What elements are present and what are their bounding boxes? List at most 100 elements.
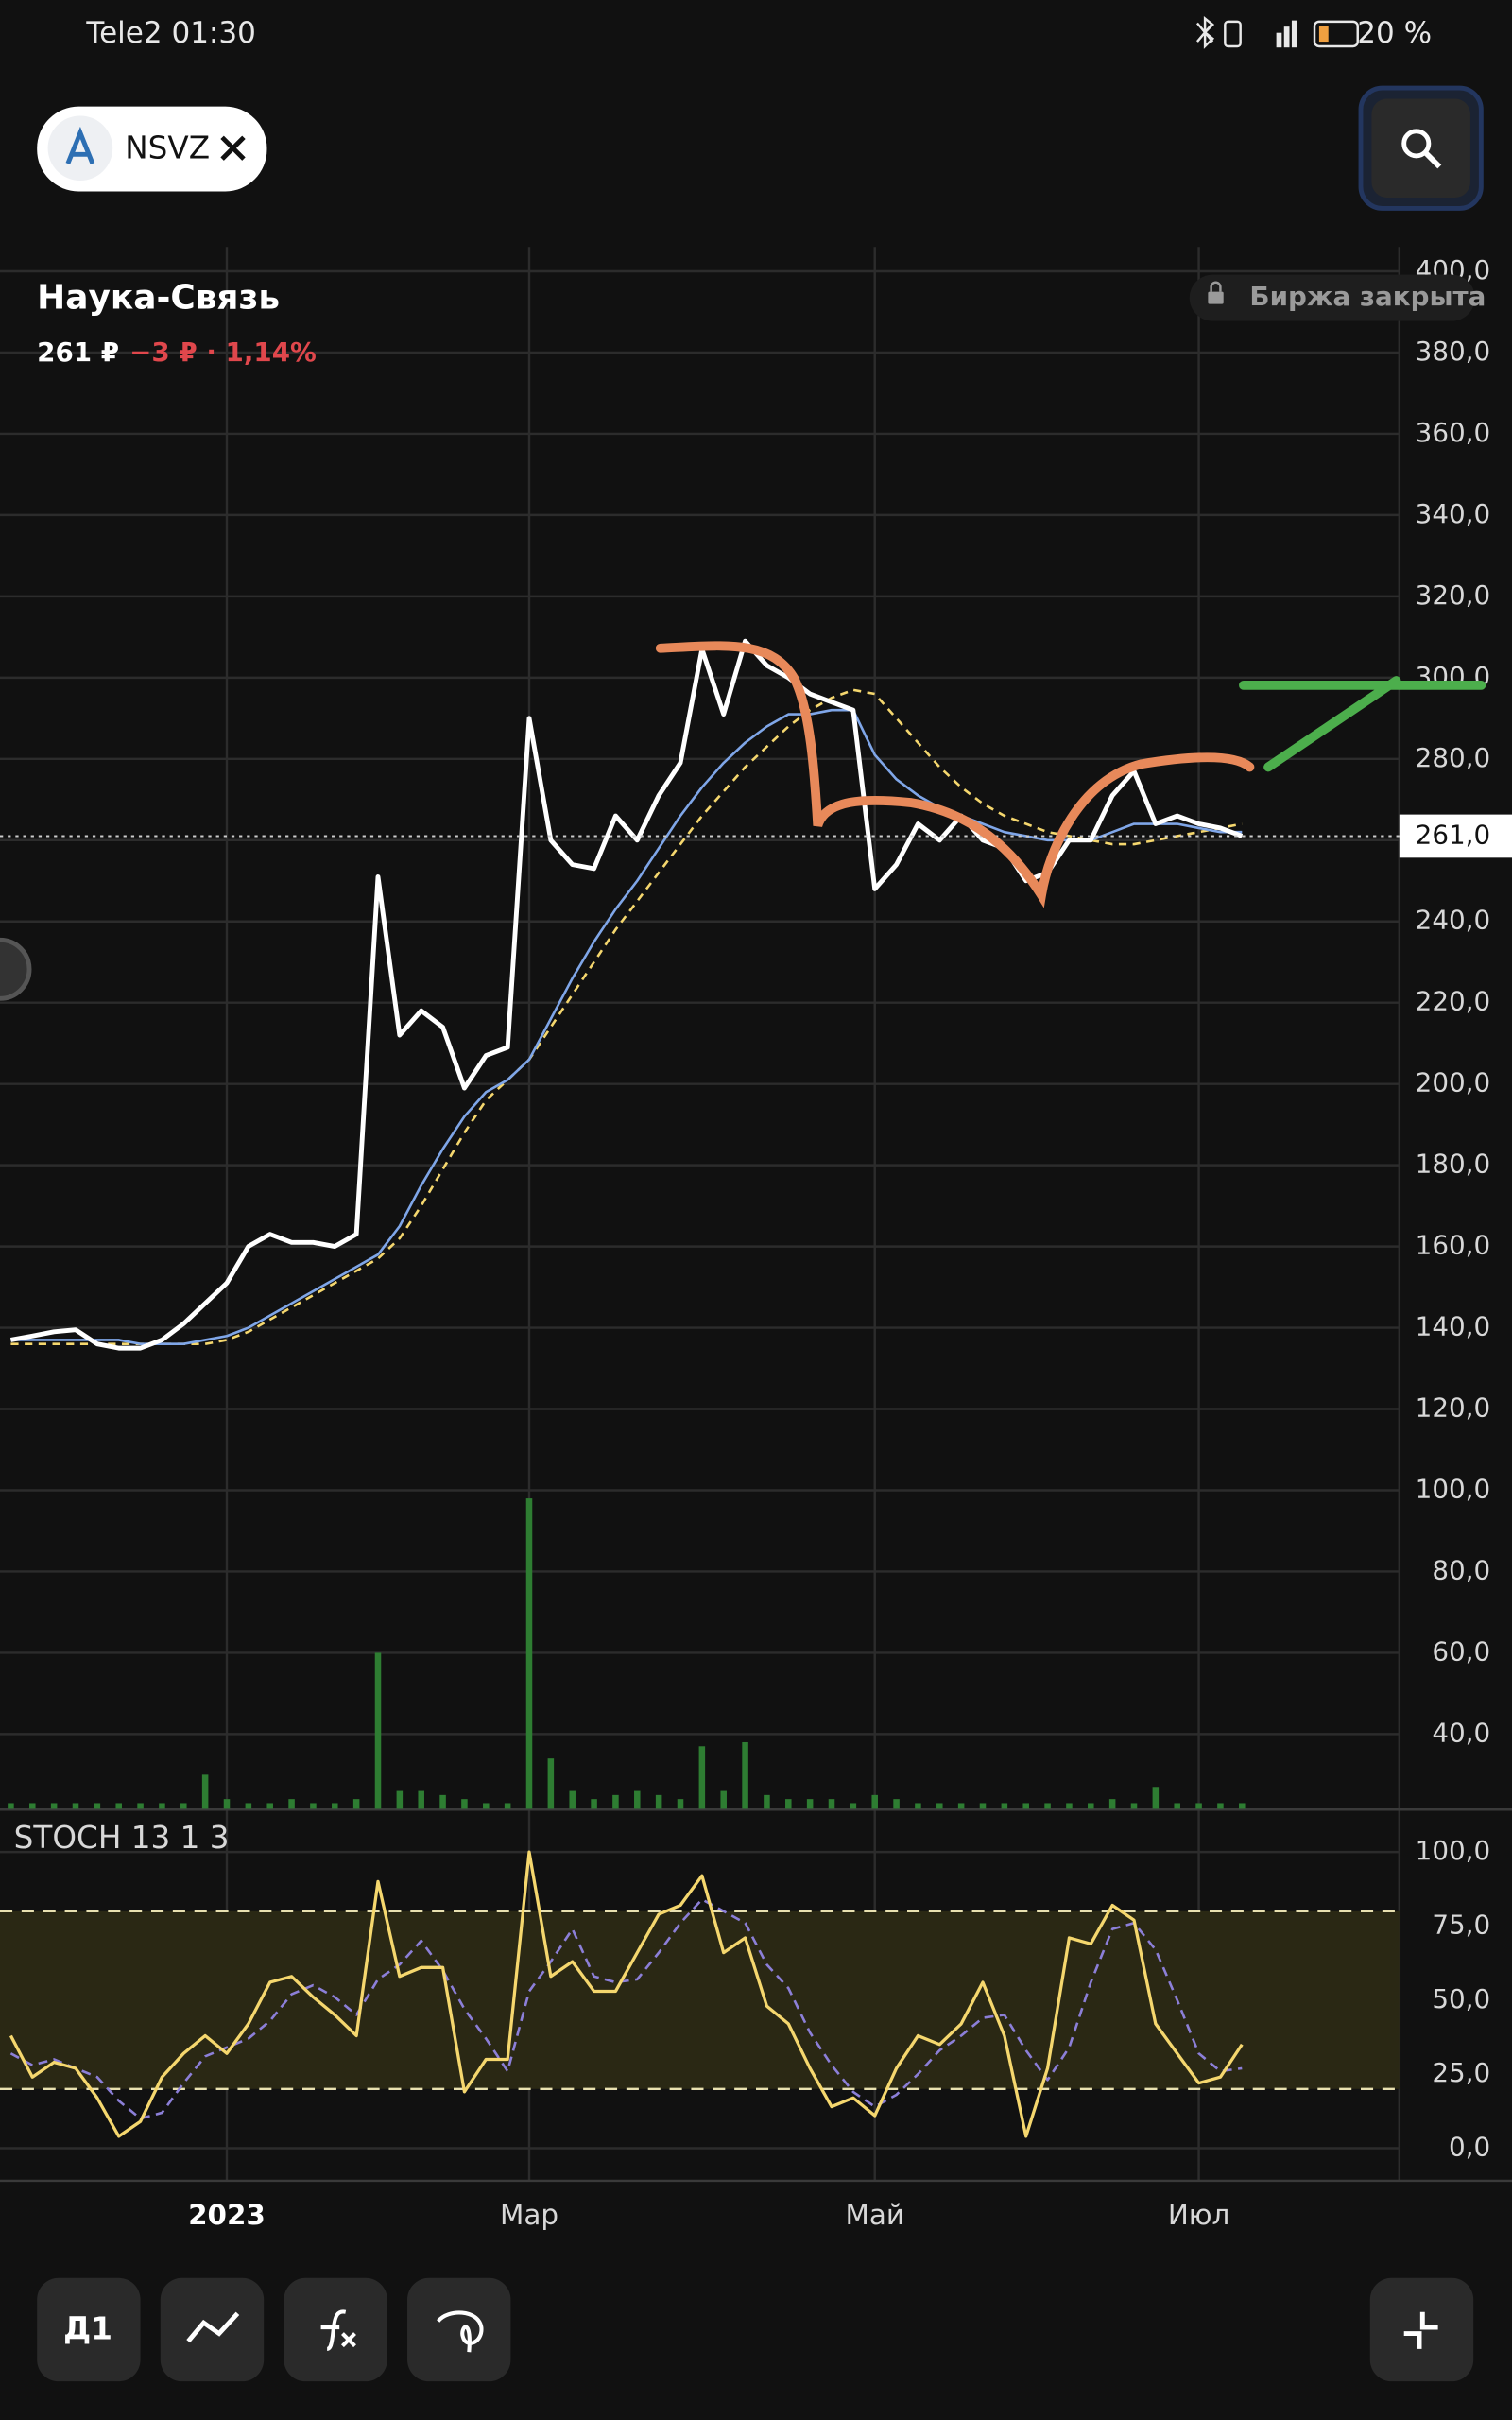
- volume-bar: [201, 1774, 209, 1809]
- volume-bar: [1239, 1803, 1246, 1809]
- volume-bar: [569, 1790, 576, 1809]
- volume-bar: [72, 1803, 79, 1809]
- volume-bar: [871, 1794, 878, 1809]
- chip-logo: [47, 115, 113, 182]
- volume-bar: [1174, 1803, 1180, 1809]
- drawing-button[interactable]: [407, 2277, 511, 2382]
- volume-bar: [352, 1799, 360, 1809]
- volume-bar: [1217, 1803, 1224, 1809]
- y-tick-label: 80,0: [1432, 1554, 1490, 1585]
- indicators-button[interactable]: [284, 2277, 387, 2382]
- instrument-price: 261 ₽: [37, 337, 119, 368]
- volume-bar: [8, 1803, 14, 1809]
- y-tick-label: 200,0: [1416, 1067, 1490, 1098]
- series-line: [10, 708, 1243, 1346]
- series-line: [9, 1898, 1243, 2120]
- volume-bar: [418, 1790, 424, 1809]
- lock-icon-shackle: [1210, 281, 1222, 292]
- chip-close[interactable]: [220, 135, 246, 161]
- volume-bar: [137, 1803, 144, 1809]
- volume-bar: [634, 1790, 641, 1809]
- status-carrier-time: Tele2 01:30: [85, 16, 255, 50]
- volume-bar: [698, 1746, 706, 1809]
- series-line: [9, 1850, 1244, 2138]
- volume-bar: [266, 1803, 273, 1809]
- volume-bar: [288, 1799, 295, 1809]
- side-handle[interactable]: [0, 937, 32, 1001]
- y-tick-label: 100,0: [1416, 1835, 1490, 1866]
- search-icon-handle: [1423, 150, 1442, 169]
- y-tick-label: 140,0: [1416, 1311, 1490, 1342]
- volume-bar: [223, 1799, 231, 1809]
- y-tick-label: 120,0: [1416, 1392, 1490, 1424]
- volume-bar: [677, 1799, 684, 1809]
- volume-bar: [893, 1799, 900, 1809]
- exchange-status: Биржа закрыта: [1249, 281, 1486, 312]
- search-button-inner[interactable]: [1371, 98, 1470, 198]
- y-tick-label: 320,0: [1416, 579, 1490, 611]
- volume-bar: [850, 1803, 857, 1809]
- volume-bar: [1066, 1803, 1073, 1809]
- volume-bar: [1195, 1803, 1202, 1809]
- volume-bar: [396, 1790, 404, 1809]
- search-icon: [1401, 129, 1432, 159]
- volume-bar: [655, 1794, 662, 1809]
- volume-bar: [915, 1803, 921, 1809]
- ticker-chip[interactable]: NSVZ: [37, 106, 267, 192]
- status-battery: 20 %: [1357, 16, 1432, 50]
- volume-bar: [957, 1803, 965, 1809]
- volume-bar: [525, 1498, 533, 1809]
- y-tick-label: 75,0: [1432, 1909, 1490, 1940]
- toolbar: Д1: [37, 2277, 1474, 2382]
- y-tick-label: 160,0: [1416, 1230, 1490, 1261]
- volume-bar: [806, 1799, 814, 1809]
- volume-bar: [332, 1803, 338, 1809]
- volume-bar: [159, 1803, 165, 1809]
- exchange-status-badge: [1189, 274, 1475, 321]
- y-tick-label: 380,0: [1416, 336, 1490, 367]
- volume-bar: [1152, 1787, 1160, 1809]
- chip-logo-mark: [65, 126, 95, 164]
- last-value-label: 261,0: [1416, 819, 1490, 850]
- y-tick-label: 240,0: [1416, 905, 1490, 936]
- series-line: [9, 638, 1244, 1351]
- volume-bar: [180, 1803, 187, 1809]
- volume-bar: [310, 1803, 317, 1809]
- x-tick-label: Май: [845, 2199, 903, 2231]
- x-tick-label: 2023: [188, 2199, 266, 2231]
- x-tick-label: Мар: [500, 2199, 558, 2231]
- y-tick-label: 0,0: [1449, 2131, 1490, 2162]
- stoch-band: [0, 1910, 1400, 2089]
- volume-bar: [1130, 1803, 1138, 1809]
- volume-bar: [785, 1799, 792, 1809]
- status-icons: [1195, 16, 1359, 49]
- grid-layer: [0, 247, 1512, 2183]
- volume-bar: [591, 1799, 597, 1809]
- marks-layer: 2023 Мар Май Июл 40,0 60,0 80,0 100,0 120,0 140,0…: [0, 254, 1512, 2231]
- volume-bar: [115, 1803, 122, 1809]
- volume-bar: [720, 1790, 727, 1809]
- y-tick-label: 360,0: [1416, 417, 1490, 448]
- volume-bar: [1088, 1803, 1094, 1809]
- ticker-symbol: NSVZ: [125, 130, 210, 165]
- instrument-name: Наука-Связь: [37, 279, 280, 318]
- volume-bar: [1001, 1803, 1008, 1809]
- volume-bar: [374, 1652, 382, 1809]
- volume-bar: [828, 1799, 835, 1809]
- interval-button[interactable]: [37, 2277, 141, 2382]
- volume-bar: [483, 1803, 490, 1809]
- y-tick-label: 50,0: [1432, 1983, 1490, 2014]
- volume-bar: [439, 1794, 446, 1809]
- volume-bar: [29, 1803, 36, 1809]
- y-tick-label: 100,0: [1416, 1473, 1490, 1504]
- y-tick-label: 280,0: [1416, 742, 1490, 773]
- y-tick-label: 40,0: [1432, 1717, 1490, 1748]
- drawing-green: [1239, 676, 1486, 772]
- y-tick-label: 220,0: [1416, 986, 1490, 1017]
- volume-bar: [245, 1803, 252, 1809]
- volume-bar: [1022, 1803, 1029, 1809]
- y-tick-label: 340,0: [1416, 498, 1490, 529]
- x-tick-label: Июл: [1168, 2199, 1229, 2231]
